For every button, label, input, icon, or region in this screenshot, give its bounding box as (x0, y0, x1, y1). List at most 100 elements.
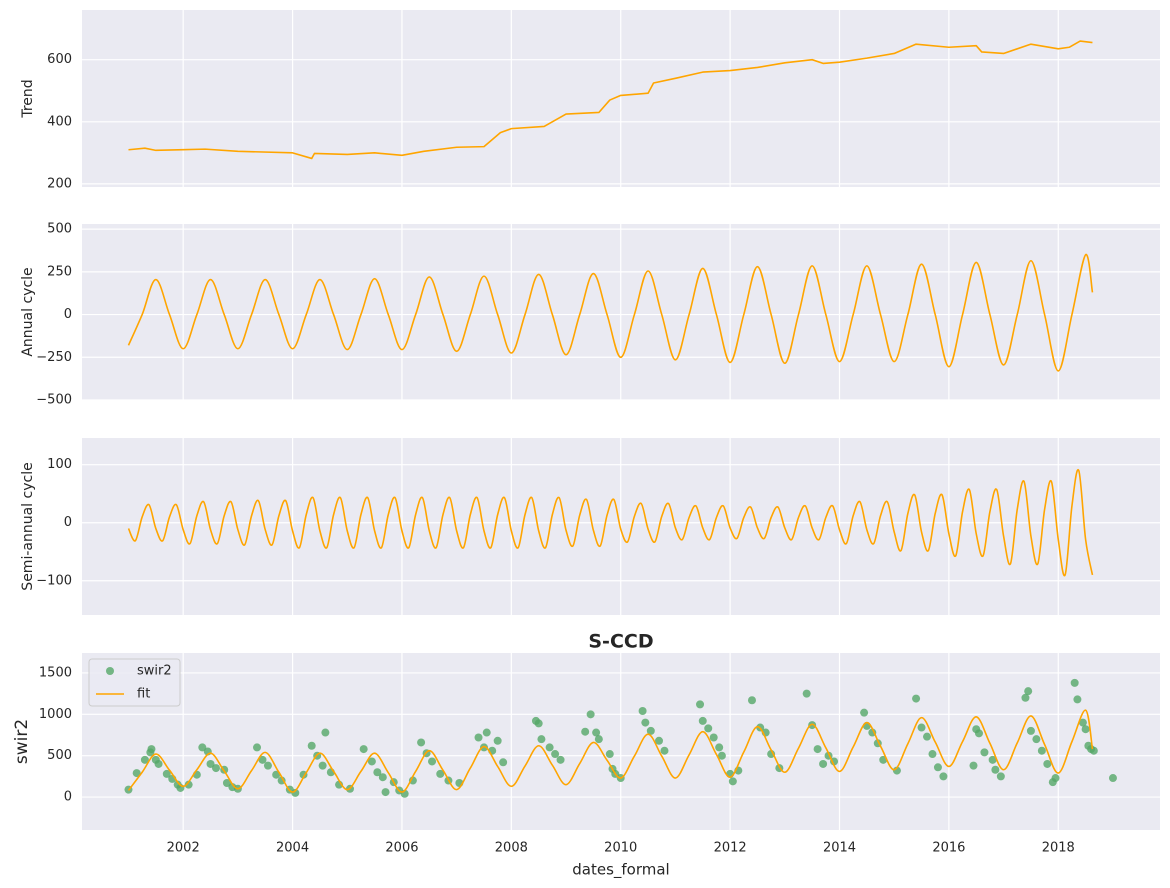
line (127, 468, 1094, 577)
y-tick-label: 500 (47, 222, 72, 237)
scatter-point (808, 721, 817, 730)
scatter-point (147, 745, 156, 754)
scatter-point (728, 777, 737, 786)
scatter-point (1032, 735, 1041, 744)
scatter-point (381, 788, 390, 797)
y-tick-label: 0 (64, 307, 72, 322)
scatter-point (923, 732, 932, 741)
y-tick-label: 600 (47, 52, 72, 67)
scatter-point (974, 729, 983, 738)
scatter-point (928, 750, 937, 759)
legend-label: swir2 (137, 664, 172, 679)
y-tick-label: 200 (47, 176, 72, 191)
y-tick-label: 400 (47, 114, 72, 129)
subplot: 2002 2004 2006 2008 2010 2012 2014 2016 2018 0 500… (12, 653, 1160, 856)
scatter-point (198, 743, 207, 752)
scatter-point (277, 776, 286, 785)
x-tick-label: 2010 (604, 841, 637, 856)
y-axis-label: Annual cycle (20, 267, 36, 356)
scatter-point (1024, 687, 1033, 696)
y-tick-label: −500 (36, 393, 72, 408)
scatter-point (556, 755, 565, 764)
scatter-point (996, 772, 1005, 781)
scatter-point (991, 765, 1000, 774)
scatter-point (373, 768, 382, 777)
scatter-point (258, 755, 267, 764)
x-tick-label: 2014 (823, 841, 856, 856)
scatter-point (860, 708, 869, 717)
subplot: −500 −250 0 250 500 Annual cycle (20, 222, 1160, 408)
scatter-point (479, 743, 488, 752)
y-axis-label: Semi-annual cycle (20, 462, 36, 590)
scatter-point (988, 755, 997, 764)
scatter-point (1078, 718, 1087, 727)
y-tick-label: 0 (64, 790, 72, 805)
scatter-point (1037, 746, 1046, 755)
scatter-point (551, 750, 560, 759)
scatter-point (499, 758, 508, 767)
scatter-point (698, 716, 707, 725)
scatter-point (917, 723, 926, 732)
scatter-point (417, 738, 426, 747)
scatter-point (594, 735, 603, 744)
scatter-point (660, 746, 669, 755)
scatter-point (222, 778, 231, 787)
scatter-point (291, 788, 300, 797)
y-tick-label: 250 (47, 264, 72, 279)
scatter-point (428, 757, 437, 766)
scatter-point (378, 773, 387, 782)
scatter-point (747, 696, 756, 705)
y-axis-label: swir2 (12, 719, 32, 764)
subplot: 200 400 600 Trend (20, 10, 1160, 191)
y-tick-label: 0 (64, 515, 72, 530)
scatter-point (253, 743, 262, 752)
scatter-point (969, 761, 978, 770)
scatter-point (696, 700, 705, 709)
scatter-point (474, 733, 483, 742)
y-tick-label: −100 (36, 573, 72, 588)
scatter-point (1073, 695, 1082, 704)
scatter-point (581, 727, 590, 736)
x-tick-label: 2006 (385, 841, 418, 856)
line (127, 709, 1094, 793)
x-tick-label: 2002 (167, 841, 200, 856)
scatter-point (537, 735, 546, 744)
scatter-point (482, 728, 491, 737)
scatter-point (605, 750, 614, 759)
scatter-point (802, 689, 811, 698)
scatter-point (646, 726, 655, 735)
scatter-point (162, 769, 171, 778)
x-tick-label: 2008 (495, 841, 528, 856)
x-tick-label: 2018 (1042, 841, 1075, 856)
scatter-point (641, 718, 650, 727)
scatter-point (140, 755, 149, 764)
scatter-point (892, 766, 901, 775)
scatter-point (717, 751, 726, 760)
scatter-point (704, 724, 713, 733)
y-tick-label: 1500 (39, 665, 72, 680)
scatter-point (132, 769, 141, 778)
chart-title: S-CCD (588, 631, 653, 653)
legend-marker (106, 667, 114, 675)
legend: swir2 fit (88, 658, 181, 707)
scatter-point (1021, 693, 1030, 702)
scatter-point (933, 763, 942, 772)
y-tick-label: 1000 (39, 707, 72, 722)
scatter-point (272, 770, 281, 779)
scatter-point (1026, 726, 1035, 735)
scatter-point (493, 736, 502, 745)
scatter-point (819, 759, 828, 768)
scatter-point (1051, 774, 1060, 783)
scatter-point (206, 759, 215, 768)
scatter-point (436, 769, 445, 778)
scatter-point (715, 743, 724, 752)
scatter-point (813, 745, 822, 754)
y-tick-label: 500 (47, 748, 72, 763)
scatter-point (939, 772, 948, 781)
x-axis-label: dates_formal (572, 861, 669, 880)
line (127, 253, 1094, 372)
scatter-point (655, 736, 664, 745)
scatter-point (1043, 759, 1052, 768)
subplot: −100 0 100 Semi-annual cycle (20, 438, 1160, 615)
